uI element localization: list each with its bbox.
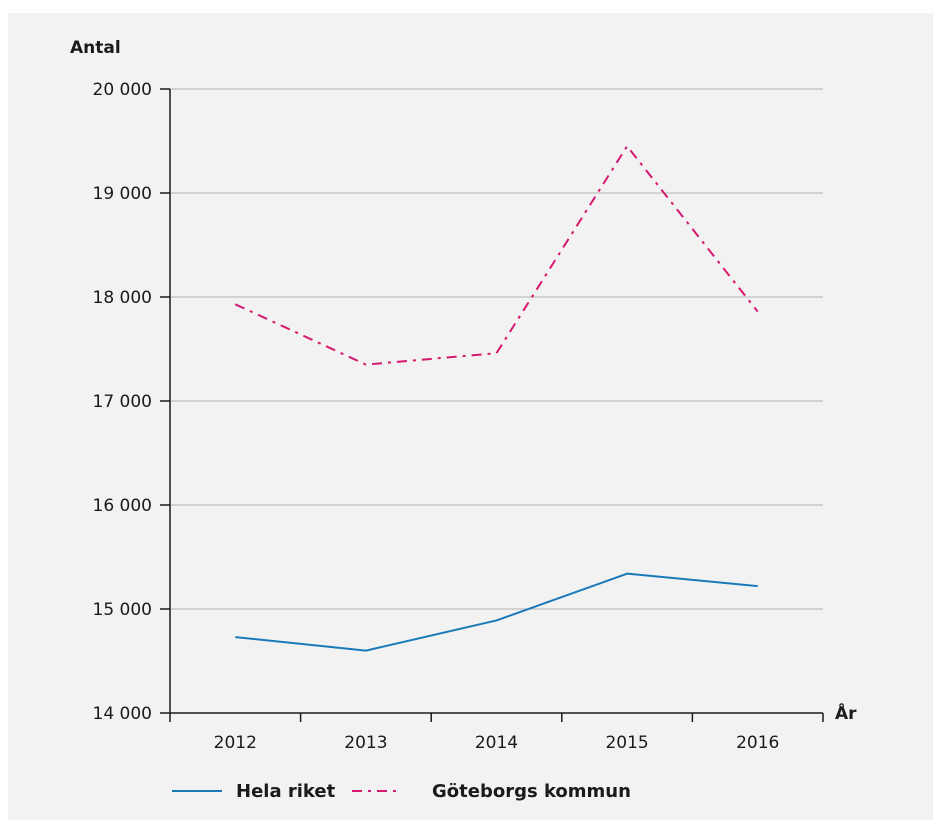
x-tick-label: 2015	[605, 733, 648, 753]
series-lines	[234, 145, 759, 652]
y-ticks: 14 000 15 000 16 000 17 000 18 000 19 000 20 0…	[93, 80, 170, 724]
x-tick-label: 2013	[344, 733, 387, 753]
y-tick-label: 16 000	[93, 496, 152, 516]
y-tick-label: 17 000	[93, 392, 152, 412]
x-axis-title: År	[835, 701, 857, 724]
y-tick-label: 19 000	[93, 184, 152, 204]
legend-label-hela-riket: Hela riket	[236, 781, 336, 802]
x-tick-label: 2014	[475, 733, 518, 753]
y-tick-label: 14 000	[93, 704, 152, 724]
legend-label-goteborgs-kommun: Göteborgs kommun	[432, 781, 631, 802]
x-ticks: 2012 2013 2014 2015 2016	[169, 713, 824, 753]
y-axis-title: Antal	[70, 38, 121, 58]
y-tick-label: 15 000	[93, 600, 152, 620]
x-tick-label: 2012	[214, 733, 257, 753]
series-line-1	[234, 145, 759, 366]
x-tick-label: 2016	[736, 733, 779, 753]
chart-panel	[8, 13, 933, 820]
legend: Hela riket Göteborgs kommun	[172, 781, 631, 802]
grid-layer	[170, 88, 823, 610]
series-line-0	[235, 572, 758, 652]
y-tick-label: 18 000	[93, 288, 152, 308]
y-tick-label: 20 000	[93, 80, 152, 100]
axes: Antal År	[70, 38, 857, 724]
